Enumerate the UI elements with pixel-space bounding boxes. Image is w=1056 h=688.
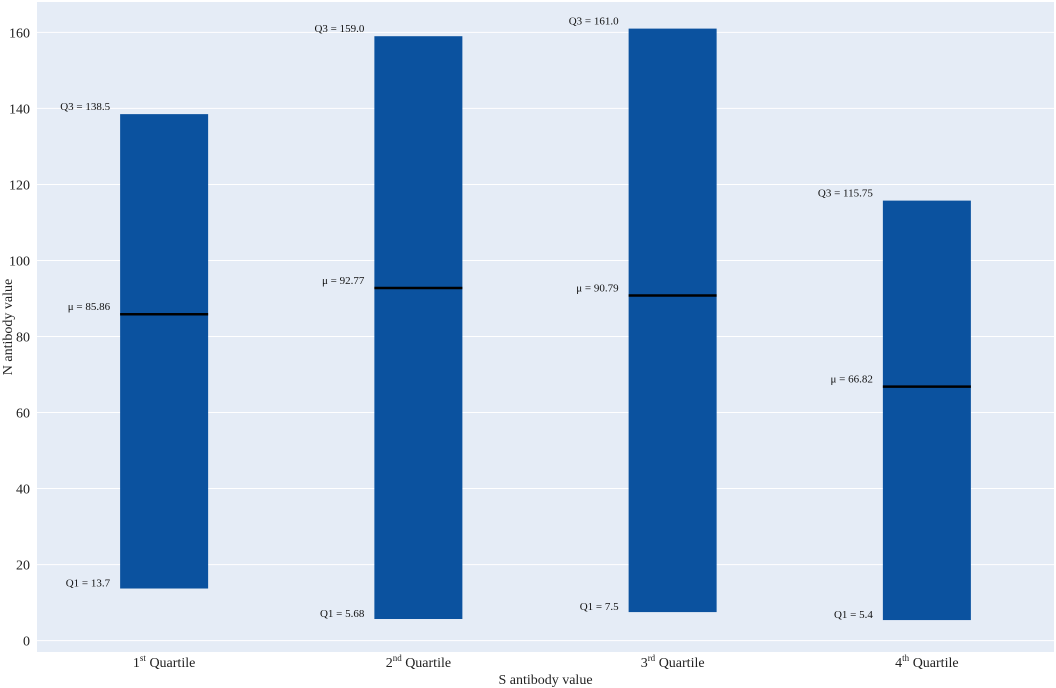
bars (120, 28, 971, 621)
q3-label: Q3 = 161.0 (569, 16, 619, 28)
y-tick-label: 20 (16, 559, 30, 574)
mean-lines (120, 286, 971, 388)
y-tick-label: 100 (9, 254, 30, 269)
y-tick-label: 120 (9, 178, 30, 193)
y-axis-title: N antibody value (1, 279, 16, 375)
q3-label: Q3 = 159.0 (314, 23, 364, 35)
bar (628, 28, 717, 613)
x-axis-title: S antibody value (498, 673, 592, 688)
q1-label: Q1 = 13.7 (66, 578, 111, 590)
bar (120, 114, 209, 589)
q1-label: Q1 = 5.4 (834, 609, 873, 621)
q3-label: Q3 = 138.5 (60, 101, 110, 113)
bar (374, 36, 463, 620)
x-tick-label: 4th Quartile (895, 653, 958, 671)
x-tick-label: 3rd Quartile (641, 653, 705, 671)
mean-label: μ = 85.86 (68, 301, 111, 313)
mean-label: μ = 66.82 (831, 374, 873, 386)
x-tick-labels: 1st Quartile 2nd Quartile 3rd Quartile 4th … (133, 653, 959, 671)
bar (882, 200, 971, 621)
y-tick-label: 60 (16, 407, 30, 422)
y-tick-label: 40 (16, 483, 30, 498)
x-tick-label: 1st Quartile (133, 653, 195, 671)
q1-label: Q1 = 7.5 (580, 601, 619, 613)
y-tick-label: 160 (9, 26, 30, 41)
q3-label: Q3 = 115.75 (818, 188, 873, 200)
y-tick-label: 0 (23, 635, 30, 650)
mean-label: μ = 90.79 (576, 282, 619, 294)
x-tick-label: 2nd Quartile (386, 653, 451, 671)
q1-label: Q1 = 5.68 (320, 608, 365, 620)
annotations: Q3 = 138.5 μ = 85.86 Q1 = 13.7 Q3 = 159.0 μ … (60, 16, 873, 621)
y-tick-label: 140 (9, 102, 30, 117)
mean-label: μ = 92.77 (322, 275, 365, 287)
y-tick-labels: 0 20 40 60 80 100 120 140 160 (9, 26, 30, 649)
y-tick-label: 80 (16, 331, 30, 346)
